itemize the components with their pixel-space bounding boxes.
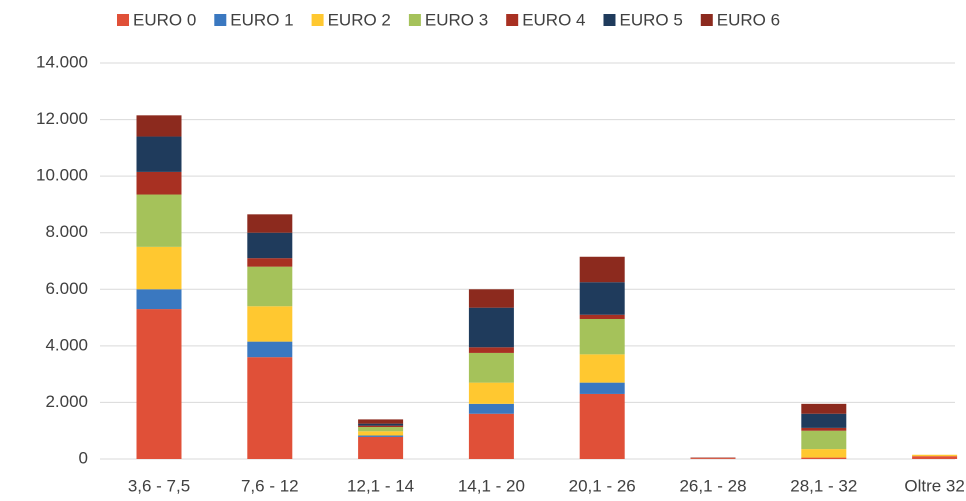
legend-label: EURO 6 [717, 10, 780, 29]
bar-segment [136, 246, 182, 290]
legend-swatch [117, 14, 129, 26]
bar-segment [358, 419, 404, 424]
bar-segment [690, 457, 736, 459]
bar-segment [579, 354, 625, 383]
y-tick-label: 8.000 [45, 222, 88, 241]
bar-segment [912, 454, 958, 457]
y-tick-label: 10.000 [36, 166, 88, 185]
x-tick-label: Oltre 32 [904, 476, 964, 495]
y-tick-label: 4.000 [45, 335, 88, 354]
y-tick-label: 2.000 [45, 392, 88, 411]
bar-segment [468, 347, 514, 353]
legend-label: EURO 5 [619, 10, 682, 29]
legend-label: EURO 2 [328, 10, 391, 29]
bar-segment [690, 458, 736, 459]
bar-segment [136, 194, 182, 247]
bar-segment [358, 425, 404, 428]
bar-segment [801, 457, 847, 459]
bar-segment [468, 352, 514, 383]
x-tick-label: 28,1 - 32 [790, 476, 857, 495]
bar-segment [579, 314, 625, 319]
bar-segment [358, 431, 404, 436]
bar-segment [468, 413, 514, 459]
bar-segment [136, 115, 182, 137]
legend-label: EURO 4 [522, 10, 585, 29]
legend-label: EURO 0 [133, 10, 196, 29]
bar-segment [468, 382, 514, 404]
legend-swatch [603, 14, 616, 26]
y-tick-label: 14.000 [36, 52, 88, 71]
x-tick-label: 20,1 - 26 [569, 476, 636, 495]
bar-segment [358, 423, 404, 426]
bar-segment [247, 232, 293, 259]
y-tick-label: 6.000 [45, 279, 88, 298]
bar-segment [136, 136, 182, 172]
bar-segment [912, 456, 958, 459]
bar-segment [468, 289, 514, 308]
bar-segment [801, 449, 847, 458]
bar-segment [801, 403, 847, 414]
bar-segment [579, 282, 625, 315]
legend-label: EURO 1 [230, 10, 293, 29]
bar-segment [247, 306, 293, 342]
bar-segment [247, 266, 293, 307]
legend-swatch [311, 14, 324, 26]
bar-segment [247, 214, 293, 233]
bar-segment [468, 403, 514, 414]
legend-swatch [506, 14, 519, 26]
legend-swatch [700, 14, 713, 26]
bar-segment [358, 435, 404, 437]
bar-segment [579, 393, 625, 459]
x-tick-label: 14,1 - 20 [458, 476, 525, 495]
legend-swatch [408, 14, 421, 26]
bar-segment [247, 341, 293, 358]
bar-segment [801, 427, 847, 431]
x-tick-label: 12,1 - 14 [347, 476, 414, 495]
bar-segment [247, 357, 293, 459]
bar-segment [136, 309, 182, 459]
x-tick-label: 26,1 - 28 [679, 476, 746, 495]
x-tick-label: 7,6 - 12 [241, 476, 299, 495]
x-tick-label: 3,6 - 7,5 [128, 476, 190, 495]
bar-segment [136, 289, 182, 310]
bar-segment [801, 413, 847, 428]
bar-segment [579, 256, 625, 283]
legend-swatch [214, 14, 227, 26]
bar-segment [247, 258, 293, 267]
y-tick-label: 12.000 [36, 109, 88, 128]
legend-label: EURO 3 [425, 10, 488, 29]
bar-segment [468, 307, 514, 348]
bar-segment [579, 318, 625, 355]
y-tick-label: 0 [79, 448, 88, 467]
bar-segment [358, 427, 404, 432]
bar-segment [801, 430, 847, 450]
bar-segment [136, 171, 182, 195]
bar-segment [579, 382, 625, 394]
bar-segment [358, 436, 404, 459]
